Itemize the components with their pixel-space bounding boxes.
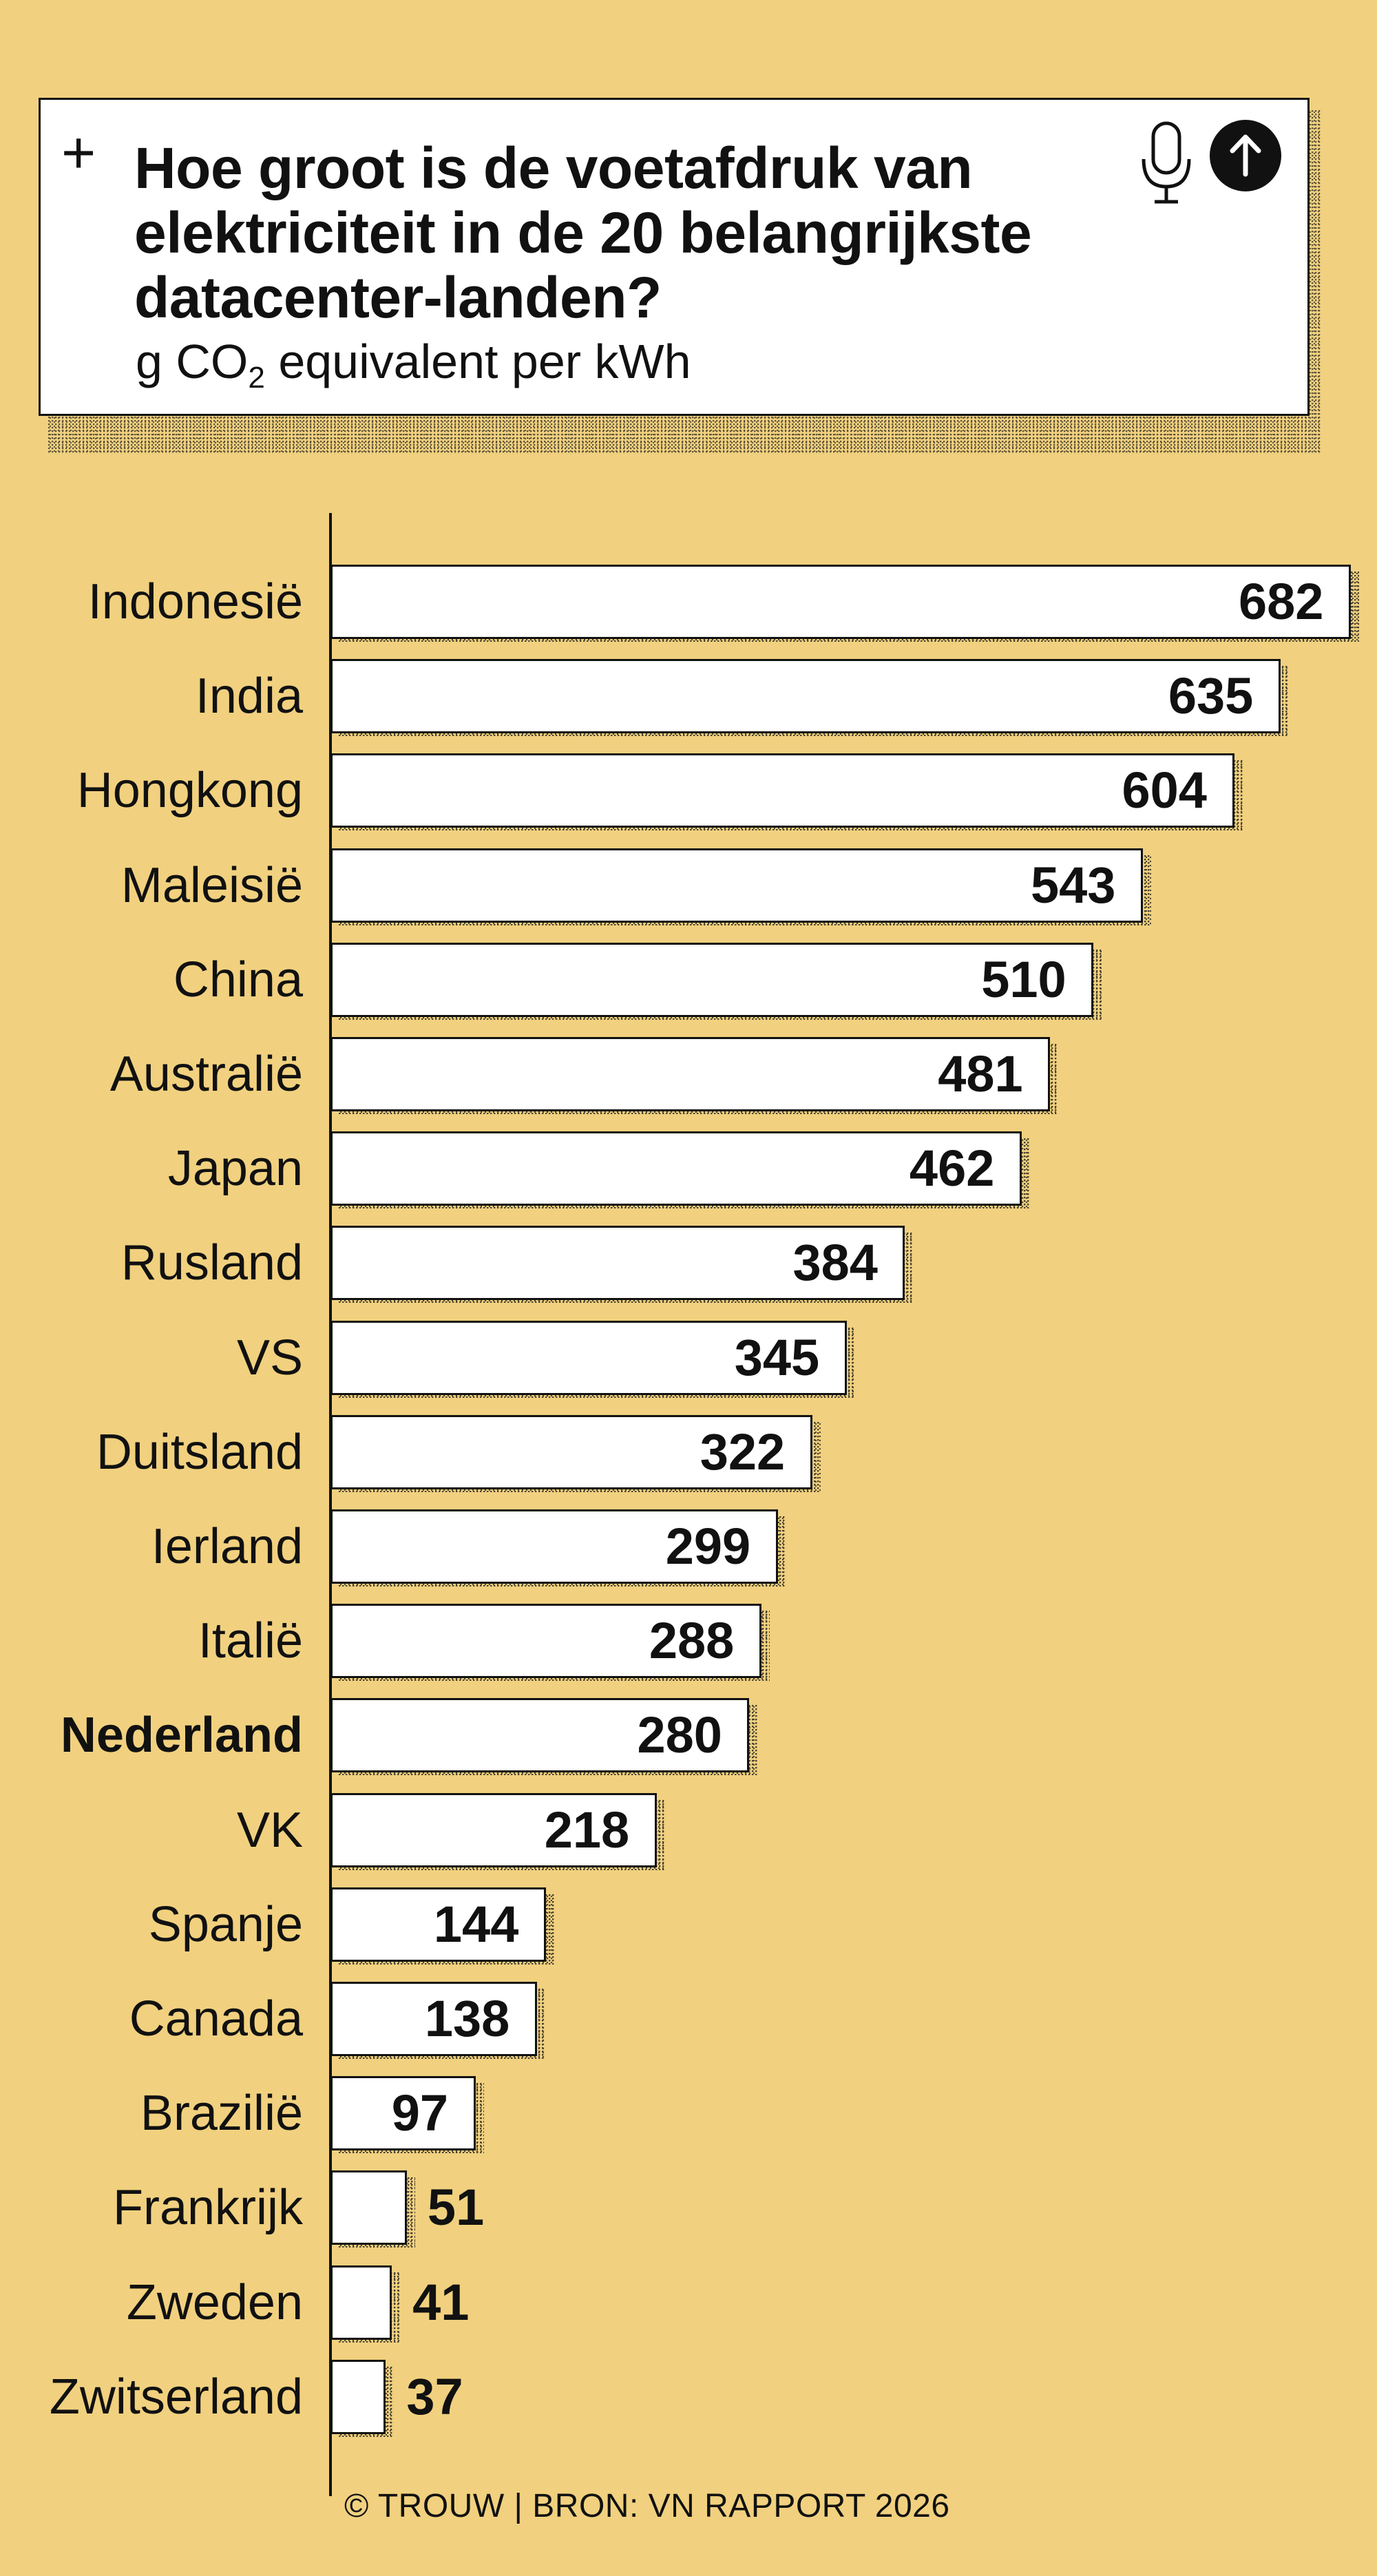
subtitle-subscript: 2 xyxy=(248,361,265,395)
category-label: Maleisië xyxy=(120,857,303,913)
source-credit: © TROUW | BRON: VN RAPPORT 2026 xyxy=(344,2488,950,2524)
category-label: Australië xyxy=(109,1047,303,1102)
bar-value-label: 51 xyxy=(427,2179,485,2237)
category-label: Nederland xyxy=(60,1708,303,1763)
bar-value-label: 288 xyxy=(649,1612,735,1670)
bar xyxy=(330,753,1234,828)
category-label: Brazilië xyxy=(140,2086,303,2142)
category-label: Rusland xyxy=(120,1235,303,1291)
chart-subtitle: g CO2 equivalent per kWh xyxy=(136,334,691,395)
bar-value-label: 345 xyxy=(734,1328,820,1386)
bar-value-label: 510 xyxy=(981,950,1066,1008)
bar xyxy=(330,2170,407,2245)
bar-value-label: 384 xyxy=(792,1234,878,1292)
category-label: Indonesië xyxy=(87,574,303,629)
title-card: + Hoe groot is de voetafdruk van elektri… xyxy=(39,98,1310,416)
bar-value-label: 280 xyxy=(637,1706,722,1764)
bar-value-label: 37 xyxy=(406,2367,463,2425)
category-label: Spanje xyxy=(148,1896,303,1952)
arrow-up-circle-icon[interactable] xyxy=(1208,118,1283,193)
category-label: Zweden xyxy=(126,2274,303,2330)
category-label: Japan xyxy=(167,1141,303,1197)
bar xyxy=(330,1698,750,1773)
category-label: Duitsland xyxy=(96,1424,303,1480)
category-label: Zwitserland xyxy=(49,2369,303,2425)
subtitle-unit-suffix: equivalent per kWh xyxy=(264,335,691,388)
bar-value-label: 481 xyxy=(938,1045,1023,1102)
bar xyxy=(330,848,1143,923)
bar-value-label: 682 xyxy=(1239,573,1324,630)
bar-value-label: 604 xyxy=(1122,762,1207,819)
bar xyxy=(330,1792,657,1867)
bar-value-label: 97 xyxy=(391,2084,449,2142)
bar xyxy=(330,565,1351,639)
category-label: Frankrijk xyxy=(112,2180,303,2236)
category-label: VS xyxy=(236,1330,303,1385)
category-label: China xyxy=(173,952,303,1007)
category-label: Ierland xyxy=(151,1519,303,1574)
bar-value-label: 299 xyxy=(665,1518,751,1575)
bar xyxy=(330,2265,392,2340)
plus-icon[interactable]: + xyxy=(61,120,96,186)
bar xyxy=(330,1320,847,1395)
bar xyxy=(330,1604,761,1679)
bar-value-label: 218 xyxy=(544,1801,630,1858)
category-label: Hongkong xyxy=(76,763,303,819)
bar xyxy=(330,2076,476,2151)
subtitle-unit-prefix: g CO xyxy=(136,335,249,388)
bar xyxy=(330,659,1281,734)
bar-value-label: 635 xyxy=(1168,667,1254,725)
bar xyxy=(330,2359,386,2434)
bar xyxy=(330,1982,537,2056)
bar xyxy=(330,1037,1051,1111)
bar xyxy=(330,1131,1022,1206)
category-axis-line xyxy=(329,513,332,2496)
category-label: Canada xyxy=(129,1991,303,2046)
category-label: India xyxy=(195,669,303,724)
bar xyxy=(330,942,1094,1017)
bar xyxy=(330,1509,778,1584)
bar-value-label: 144 xyxy=(433,1895,519,1953)
bar-value-label: 322 xyxy=(700,1423,786,1480)
bar-value-label: 462 xyxy=(909,1140,995,1197)
bar-value-label: 41 xyxy=(412,2273,470,2331)
bar xyxy=(330,1414,812,1489)
chart-title: Hoe groot is de voetafdruk van elektrici… xyxy=(134,136,1032,330)
bar xyxy=(330,1226,905,1301)
bar-value-label: 543 xyxy=(1030,856,1116,914)
bar-value-label: 138 xyxy=(424,1990,510,2047)
category-label: VK xyxy=(236,1802,303,1858)
bar xyxy=(330,1887,546,1962)
microphone-icon[interactable] xyxy=(1128,118,1204,207)
category-label: Italië xyxy=(198,1613,303,1669)
